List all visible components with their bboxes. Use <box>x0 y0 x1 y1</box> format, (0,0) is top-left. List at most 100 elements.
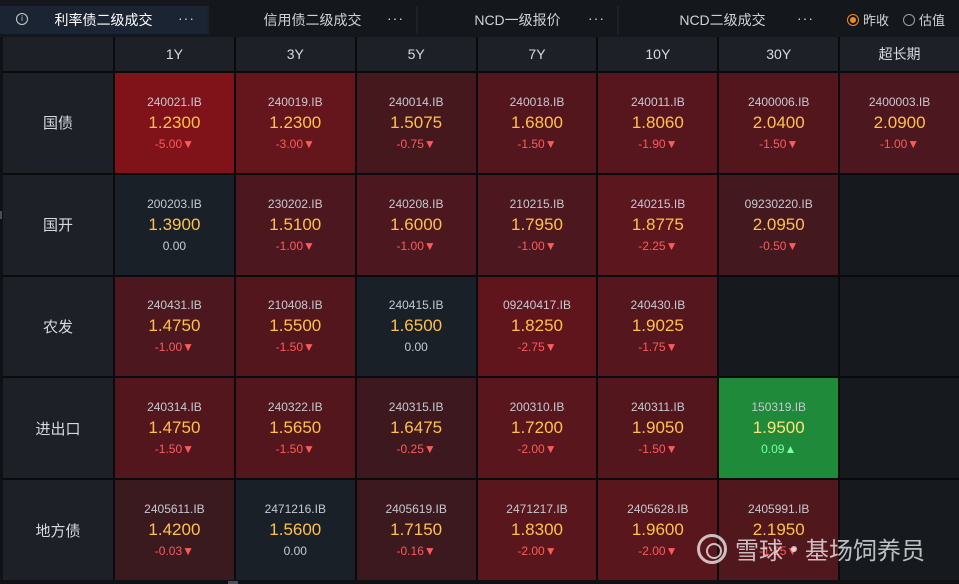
bond-cell[interactable]: 240018.IB 1.6800 -1.50▼ <box>477 73 597 173</box>
empty-cell <box>840 378 959 479</box>
yield-change: -2.00▼ <box>517 442 557 457</box>
bond-cell[interactable]: 2405619.IB 1.7150 -0.16▼ <box>356 480 476 580</box>
radio-selected-icon <box>846 13 859 26</box>
yield-change: -0.25▼ <box>396 442 436 457</box>
bond-code: 2405628.IB <box>627 502 689 517</box>
bond-yield: 1.7150 <box>390 520 443 540</box>
column-header-7y[interactable]: 7Y <box>477 37 597 71</box>
bond-cell[interactable]: 09240417.IB 1.8250 -2.75▼ <box>477 276 597 377</box>
bond-cell[interactable]: 240021.IB 1.2300 -5.00▼ <box>115 73 234 173</box>
more-icon[interactable]: ··· <box>797 9 814 26</box>
bond-code: 240430.IB <box>630 298 686 313</box>
bond-yield: 2.0900 <box>873 112 926 132</box>
info-icon[interactable]: i <box>16 12 28 25</box>
resize-handle-bottom[interactable] <box>228 581 238 584</box>
bond-cell[interactable]: 240019.IB 1.2300 -3.00▼ <box>235 73 355 173</box>
yield-change: -1.50▼ <box>759 136 799 151</box>
bond-code: 240019.IB <box>267 94 323 109</box>
yield-change: -2.00▼ <box>517 544 557 559</box>
bond-code: 240415.IB <box>388 298 444 313</box>
bond-yield: 1.9050 <box>631 418 684 438</box>
tab-label: NCD一级报价 <box>474 11 561 28</box>
bond-cell[interactable]: 240311.IB 1.9050 -1.50▼ <box>598 378 718 479</box>
bond-cell[interactable]: 240415.IB 1.6500 0.00 <box>356 276 476 377</box>
yield-change: 0.00 <box>404 340 428 355</box>
bond-cell[interactable]: 200310.IB 1.7200 -2.00▼ <box>477 378 597 479</box>
yield-change: -5.00▼ <box>154 136 195 151</box>
bond-yield: 1.3900 <box>148 214 201 234</box>
resize-handle-left[interactable] <box>0 211 2 219</box>
bond-yield: 1.5600 <box>269 520 322 540</box>
row-label: 农发 <box>3 276 113 377</box>
bond-code: 150319.IB <box>751 400 807 415</box>
bond-cell[interactable]: 2471217.IB 1.8300 -2.00▼ <box>477 480 597 580</box>
tab-rate-bond-secondary[interactable]: i 利率债二级成交 ··· <box>0 5 207 34</box>
bond-yield: 1.5075 <box>390 112 443 132</box>
bond-yield: 1.5500 <box>269 316 322 336</box>
yield-change: -1.00▼ <box>154 340 195 355</box>
column-header-ultra-long[interactable]: 超长期 <box>840 37 959 71</box>
bond-cell[interactable]: 09230220.IB 2.0950 -0.50▼ <box>719 174 839 275</box>
bond-cell[interactable]: 210408.IB 1.5500 -1.50▼ <box>235 276 355 377</box>
empty-cell <box>719 276 839 377</box>
row-label: 国开 <box>3 174 113 275</box>
bond-yield: 1.2300 <box>148 112 201 132</box>
bond-code: 240314.IB <box>147 400 202 415</box>
bond-cell[interactable]: 2400006.IB 2.0400 -1.50▼ <box>719 73 839 173</box>
bond-yield: 1.4750 <box>148 418 201 438</box>
empty-cell <box>840 276 959 377</box>
yield-change: 0.00 <box>162 238 187 253</box>
tab-credit-bond-secondary[interactable]: 信用债二级成交 ··· <box>209 6 416 34</box>
yield-change: -2.25▼ <box>638 238 678 253</box>
yield-change: -1.00▼ <box>517 238 557 253</box>
bond-cell[interactable]: 200203.IB 1.3900 0.00 <box>115 174 234 275</box>
bond-cell[interactable]: 150319.IB 1.9500 0.09▲ <box>719 378 839 479</box>
tab-ncd-primary-quote[interactable]: NCD一级报价 ··· <box>418 6 617 34</box>
yield-change: -2.75▼ <box>517 340 557 355</box>
radio-label: 昨收 <box>862 13 889 28</box>
bond-yield: 1.9600 <box>631 520 684 540</box>
bond-cell[interactable]: 2471216.IB 1.5600 0.00 <box>235 480 355 580</box>
bond-code: 210408.IB <box>267 298 323 313</box>
bond-cell[interactable]: 240315.IB 1.6475 -0.25▼ <box>356 378 476 479</box>
yield-change: -1.50▼ <box>154 442 195 457</box>
bond-cell[interactable]: 2400003.IB 2.0900 -1.00▼ <box>840 73 959 173</box>
bond-code: 2405611.IB <box>144 502 205 517</box>
empty-cell <box>840 480 959 580</box>
column-header-30y[interactable]: 30Y <box>719 37 839 71</box>
column-header-10y[interactable]: 10Y <box>598 37 718 71</box>
bond-cell[interactable]: 240430.IB 1.9025 -1.75▼ <box>598 276 718 377</box>
tab-label: 利率债二级成交 <box>54 11 153 28</box>
bond-cell[interactable]: 240322.IB 1.5650 -1.50▼ <box>235 378 355 479</box>
bond-cell[interactable]: 240215.IB 1.8775 -2.25▼ <box>598 174 718 275</box>
row-label: 进出口 <box>3 378 113 479</box>
tab-divider <box>416 5 418 34</box>
more-icon[interactable]: ··· <box>178 9 195 26</box>
bond-code: 09230220.IB <box>744 196 813 211</box>
tab-bar: i 利率债二级成交 ··· 信用债二级成交 ··· NCD一级报价 ··· NC… <box>0 0 959 37</box>
bond-cell[interactable]: 210215.IB 1.7950 -1.00▼ <box>477 174 597 275</box>
bond-cell[interactable]: 240011.IB 1.8060 -1.90▼ <box>598 73 718 173</box>
yield-change: -1.50▼ <box>275 340 315 355</box>
bond-cell[interactable]: 240208.IB 1.6000 -1.00▼ <box>356 174 476 275</box>
bond-cell[interactable]: 240314.IB 1.4750 -1.50▼ <box>115 378 234 479</box>
bond-cell[interactable]: 240431.IB 1.4750 -1.00▼ <box>115 276 234 377</box>
column-header-5y[interactable]: 5Y <box>356 37 476 71</box>
bond-yield: 2.0950 <box>752 214 805 234</box>
bond-cell[interactable]: 2405611.IB 1.4200 -0.03▼ <box>115 480 234 580</box>
bond-cell[interactable]: 240014.IB 1.5075 -0.75▼ <box>356 73 476 173</box>
bond-yield: 1.8060 <box>631 112 684 132</box>
column-header-1y[interactable]: 1Y <box>115 37 234 71</box>
yield-matrix: 1Y 3Y 5Y 7Y 10Y 30Y 超长期 国债 240021.IB 1.230… <box>3 37 959 580</box>
bond-cell[interactable]: 230202.IB 1.5100 -1.00▼ <box>235 174 355 275</box>
more-icon[interactable]: ··· <box>387 9 404 26</box>
bond-cell[interactable]: 2405628.IB 1.9600 -2.00▼ <box>598 480 718 580</box>
column-header-3y[interactable]: 3Y <box>235 37 355 71</box>
radio-prev-close[interactable]: 昨收 <box>846 10 889 29</box>
radio-valuation[interactable]: 估值 <box>902 10 945 29</box>
more-icon[interactable]: ··· <box>588 9 605 26</box>
corner-cell <box>3 37 113 71</box>
bond-cell[interactable]: 2405991.IB 2.1950 -1.25▼ <box>719 480 839 580</box>
bond-code: 200203.IB <box>147 196 202 211</box>
tab-ncd-secondary[interactable]: NCD二级成交 ··· <box>619 6 826 34</box>
